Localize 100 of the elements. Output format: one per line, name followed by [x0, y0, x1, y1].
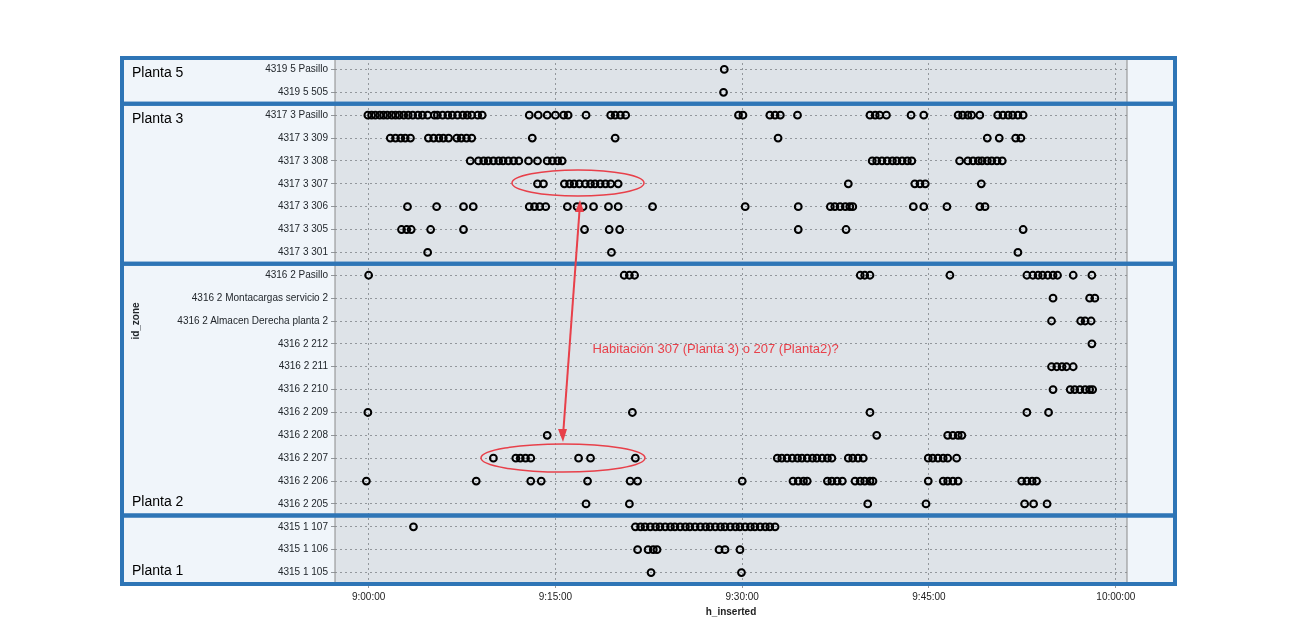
point [643, 545, 653, 555]
point [1011, 133, 1021, 143]
point [1020, 499, 1030, 509]
point [363, 408, 373, 417]
point [877, 156, 887, 166]
point [406, 225, 416, 234]
point [975, 202, 985, 212]
point [574, 453, 583, 463]
point [660, 522, 670, 532]
point [735, 522, 745, 532]
point [938, 453, 948, 463]
point [870, 110, 880, 120]
point [882, 156, 892, 166]
point [963, 110, 973, 120]
y-tick-label: 4317 3 309 [277, 131, 329, 143]
point [793, 225, 803, 234]
point [607, 247, 616, 257]
point [438, 110, 447, 120]
point [1047, 316, 1056, 326]
point [1048, 385, 1058, 395]
point [765, 522, 775, 532]
point [610, 133, 620, 143]
y-tick-label: 4316 2 208 [277, 429, 329, 441]
point [1053, 270, 1062, 280]
point [1032, 476, 1041, 486]
point [1070, 385, 1080, 395]
point [1085, 293, 1095, 303]
point [616, 110, 625, 120]
point [855, 476, 865, 486]
point [910, 179, 920, 189]
band-label: Planta 3 [132, 109, 184, 126]
point [403, 202, 412, 212]
point [1048, 270, 1058, 280]
point [527, 133, 537, 143]
point [998, 110, 1008, 120]
point [1044, 408, 1053, 417]
point [580, 225, 589, 234]
point [775, 110, 785, 120]
point [539, 179, 548, 189]
point [648, 545, 658, 555]
point [397, 225, 406, 234]
point [714, 545, 724, 555]
point [797, 453, 807, 463]
point [817, 453, 827, 463]
point [945, 270, 955, 280]
point [1068, 362, 1078, 372]
point [467, 110, 477, 120]
point [633, 545, 642, 555]
point [526, 476, 536, 486]
point [681, 522, 690, 532]
point [755, 522, 765, 532]
y-axis-title: id_zone [129, 301, 141, 340]
point [514, 156, 524, 166]
annotation: Habitación 307 (Planta 3) o 207 (Planta2)? [592, 340, 839, 356]
point [382, 110, 392, 120]
point [633, 476, 642, 486]
point [1047, 362, 1056, 372]
point [595, 179, 605, 189]
point [840, 202, 850, 212]
point [923, 476, 933, 486]
point [860, 476, 870, 486]
band-label: Planta 1 [132, 561, 184, 578]
point [987, 156, 997, 166]
point [530, 202, 539, 212]
point [958, 110, 968, 120]
point [982, 156, 992, 166]
point [498, 156, 508, 166]
point [865, 408, 875, 417]
point [403, 110, 413, 120]
point [908, 202, 918, 212]
point [533, 179, 542, 189]
point [875, 110, 885, 120]
point [1068, 270, 1078, 280]
point [468, 202, 478, 212]
point [919, 202, 929, 212]
point [462, 133, 471, 143]
point [444, 133, 453, 143]
x-axis-title: h_inserted [705, 605, 757, 617]
point [832, 476, 842, 486]
point [562, 202, 572, 212]
point [740, 522, 750, 532]
point [802, 453, 812, 463]
point [364, 270, 374, 280]
point [994, 133, 1004, 143]
y-tick-label: 4317 3 308 [277, 154, 329, 166]
point [675, 522, 685, 532]
point [915, 179, 925, 189]
point [963, 156, 973, 166]
point [624, 270, 634, 280]
point [837, 476, 847, 486]
point [515, 453, 525, 463]
point [855, 270, 865, 280]
point [438, 133, 448, 143]
point [1018, 110, 1028, 120]
point [542, 110, 552, 120]
y-tick-label: 4315 1 107 [277, 520, 329, 532]
point [858, 453, 868, 463]
point [459, 202, 468, 212]
x-tick-label: 9:30:00 [725, 590, 760, 602]
point [735, 545, 745, 555]
